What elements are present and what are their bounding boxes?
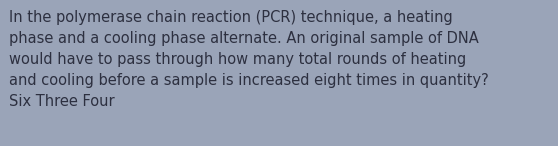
Text: In the polymerase chain reaction (PCR) technique, a heating
phase and a cooling : In the polymerase chain reaction (PCR) t…: [9, 10, 489, 109]
